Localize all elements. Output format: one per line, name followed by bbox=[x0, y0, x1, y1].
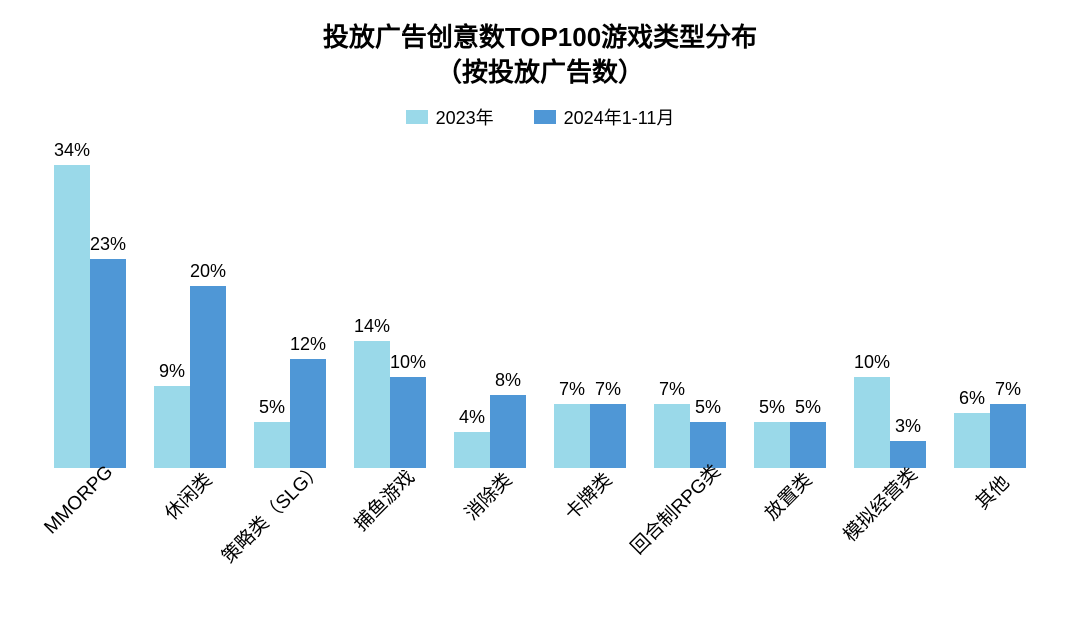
chart-title: 投放广告创意数TOP100游戏类型分布 （按投放广告数） bbox=[40, 20, 1040, 90]
bar-2023 bbox=[554, 404, 590, 468]
bar-wrap: 10% bbox=[854, 140, 890, 468]
bar-value-label: 8% bbox=[495, 370, 521, 391]
bar-value-label: 34% bbox=[54, 140, 90, 161]
axis-label-cell: 策略类（SLG） bbox=[240, 468, 340, 608]
bar-2023 bbox=[154, 386, 190, 468]
legend-item-2023: 2023年 bbox=[406, 104, 494, 130]
bar-value-label: 9% bbox=[159, 361, 185, 382]
axis-label: 休闲类 bbox=[158, 466, 217, 525]
bar-wrap: 6% bbox=[954, 140, 990, 468]
bar-wrap: 4% bbox=[454, 140, 490, 468]
bar-2024 bbox=[390, 377, 426, 468]
bar-value-label: 5% bbox=[695, 397, 721, 418]
axis-label-cell: 放置类 bbox=[740, 468, 840, 608]
bar-wrap: 14% bbox=[354, 140, 390, 468]
bar-value-label: 14% bbox=[354, 316, 390, 337]
chart-title-line2: （按投放广告数） bbox=[40, 55, 1040, 90]
bar-2024 bbox=[290, 359, 326, 468]
bar-group: 7% 7% bbox=[540, 140, 640, 468]
bar-2023 bbox=[754, 422, 790, 468]
legend-label-2023: 2023年 bbox=[436, 104, 494, 130]
bar-wrap: 7% bbox=[654, 140, 690, 468]
bar-2024 bbox=[890, 441, 926, 468]
bar-value-label: 10% bbox=[390, 352, 426, 373]
bar-wrap: 7% bbox=[554, 140, 590, 468]
bar-2023 bbox=[954, 413, 990, 468]
bar-2024 bbox=[490, 395, 526, 468]
bar-2024 bbox=[90, 259, 126, 468]
axis-label-cell: MMORPG bbox=[40, 468, 140, 608]
bar-value-label: 7% bbox=[595, 379, 621, 400]
chart-container: 投放广告创意数TOP100游戏类型分布 （按投放广告数） 2023年 2024年… bbox=[0, 0, 1080, 618]
bar-wrap: 7% bbox=[990, 140, 1026, 468]
bar-group: 14%10% bbox=[340, 140, 440, 468]
bar-value-label: 3% bbox=[895, 416, 921, 437]
bar-value-label: 5% bbox=[259, 397, 285, 418]
bar-2024 bbox=[990, 404, 1026, 468]
bars-row: 34%23%9%20%5%12%14%10%4%8%7%7%7%5%5%5%10… bbox=[40, 140, 1040, 468]
legend-swatch-2024 bbox=[534, 110, 556, 124]
bar-group: 34% 23% bbox=[40, 140, 140, 468]
axis-label: 其他 bbox=[968, 469, 1014, 515]
axis-label-cell: 消除类 bbox=[440, 468, 540, 608]
legend-item-2024: 2024年1-11月 bbox=[534, 104, 675, 130]
axis-label: MMORPG bbox=[40, 462, 118, 540]
bar-group: 5% 12% bbox=[240, 140, 340, 468]
bar-wrap: 5% bbox=[254, 140, 290, 468]
bar-wrap: 5% bbox=[690, 140, 726, 468]
bar-wrap: 10% bbox=[390, 140, 426, 468]
bar-group: 5% 5% bbox=[740, 140, 840, 468]
axis-label: 卡牌类 bbox=[558, 466, 617, 525]
bar-wrap: 5% bbox=[790, 140, 826, 468]
chart-legend: 2023年 2024年1-11月 bbox=[40, 104, 1040, 130]
bar-value-label: 4% bbox=[459, 407, 485, 428]
bar-wrap: 23% bbox=[90, 140, 126, 468]
chart-title-line1: 投放广告创意数TOP100游戏类型分布 bbox=[40, 20, 1040, 55]
bar-2023 bbox=[54, 165, 90, 468]
bar-value-label: 7% bbox=[559, 379, 585, 400]
bar-group: 6% 7% bbox=[940, 140, 1040, 468]
bar-2023 bbox=[454, 432, 490, 468]
bar-value-label: 5% bbox=[795, 397, 821, 418]
bar-value-label: 5% bbox=[759, 397, 785, 418]
x-axis-labels: MMORPG 休闲类策略类（SLG）捕鱼游戏消除类卡牌类回合制RPG类放置类模拟经… bbox=[40, 468, 1040, 608]
bar-wrap: 8% bbox=[490, 140, 526, 468]
axis-label-cell: 回合制RPG类 bbox=[640, 468, 740, 608]
axis-label-cell: 其他 bbox=[940, 468, 1040, 608]
bar-wrap: 12% bbox=[290, 140, 326, 468]
bar-2023 bbox=[854, 377, 890, 468]
bar-2024 bbox=[590, 404, 626, 468]
bar-2024 bbox=[790, 422, 826, 468]
axis-label: 放置类 bbox=[758, 466, 817, 525]
axis-label: 捕鱼游戏 bbox=[347, 463, 420, 536]
bar-value-label: 10% bbox=[854, 352, 890, 373]
bar-value-label: 7% bbox=[995, 379, 1021, 400]
bar-group: 7% 5% bbox=[640, 140, 740, 468]
bar-value-label: 6% bbox=[959, 388, 985, 409]
bar-2023 bbox=[354, 341, 390, 468]
bar-wrap: 5% bbox=[754, 140, 790, 468]
bar-value-label: 7% bbox=[659, 379, 685, 400]
legend-label-2024: 2024年1-11月 bbox=[564, 104, 675, 130]
bar-value-label: 20% bbox=[190, 261, 226, 282]
plot-area: 34%23%9%20%5%12%14%10%4%8%7%7%7%5%5%5%10… bbox=[40, 140, 1040, 468]
bar-group: 10% 3% bbox=[840, 140, 940, 468]
axis-label: 模拟经营类 bbox=[836, 461, 922, 547]
bar-value-label: 12% bbox=[290, 334, 326, 355]
bar-wrap: 20% bbox=[190, 140, 226, 468]
bar-group: 9% 20% bbox=[140, 140, 240, 468]
axis-label-cell: 模拟经营类 bbox=[840, 468, 940, 608]
legend-swatch-2023 bbox=[406, 110, 428, 124]
bar-wrap: 34% bbox=[54, 140, 90, 468]
bar-group: 4% 8% bbox=[440, 140, 540, 468]
bar-2023 bbox=[654, 404, 690, 468]
bar-value-label: 23% bbox=[90, 234, 126, 255]
bar-wrap: 3% bbox=[890, 140, 926, 468]
axis-label: 消除类 bbox=[458, 466, 517, 525]
bar-wrap: 9% bbox=[154, 140, 190, 468]
bar-wrap: 7% bbox=[590, 140, 626, 468]
bar-2024 bbox=[190, 286, 226, 468]
bar-2023 bbox=[254, 422, 290, 468]
axis-label-cell: 捕鱼游戏 bbox=[340, 468, 440, 608]
